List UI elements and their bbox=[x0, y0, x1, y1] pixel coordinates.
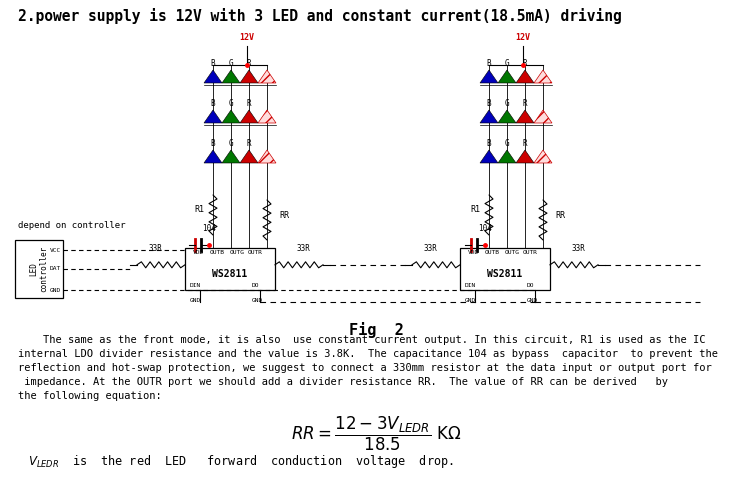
Text: 33R: 33R bbox=[148, 244, 162, 253]
Polygon shape bbox=[222, 110, 240, 123]
Text: B: B bbox=[486, 99, 491, 108]
Polygon shape bbox=[240, 150, 258, 163]
Text: 33R: 33R bbox=[571, 244, 585, 253]
Text: 12V: 12V bbox=[516, 33, 531, 42]
Text: The same as the front mode, it is also  use constant current output. In this cir: The same as the front mode, it is also u… bbox=[18, 335, 706, 345]
Polygon shape bbox=[498, 110, 516, 123]
Text: 33R: 33R bbox=[296, 244, 310, 253]
Text: GND: GND bbox=[252, 298, 264, 303]
Polygon shape bbox=[480, 70, 498, 83]
Polygon shape bbox=[516, 110, 534, 123]
Text: GND: GND bbox=[190, 298, 201, 303]
Polygon shape bbox=[258, 70, 276, 83]
Text: 12V: 12V bbox=[239, 33, 255, 42]
Text: G: G bbox=[505, 139, 509, 148]
Text: G: G bbox=[229, 59, 233, 68]
Text: VDD: VDD bbox=[468, 250, 479, 255]
Polygon shape bbox=[516, 150, 534, 163]
Text: OUTG: OUTG bbox=[230, 250, 245, 255]
Text: R1: R1 bbox=[470, 206, 480, 215]
Text: DO: DO bbox=[527, 283, 535, 288]
Text: VDD: VDD bbox=[193, 250, 204, 255]
Text: $V_{LEDR}$  is  the red  LED   forward  conduction  voltage  drop.: $V_{LEDR}$ is the red LED forward conduc… bbox=[28, 453, 453, 470]
Text: Fig  2: Fig 2 bbox=[349, 322, 404, 338]
Text: R: R bbox=[247, 99, 252, 108]
Text: DIN: DIN bbox=[190, 283, 201, 288]
Bar bbox=[15, 240, 63, 298]
Text: DO: DO bbox=[252, 283, 260, 288]
Text: VCC: VCC bbox=[50, 247, 61, 253]
Text: RR: RR bbox=[555, 211, 565, 220]
Text: G: G bbox=[505, 59, 509, 68]
Text: 2.power supply is 12V with 3 LED and constant current(18.5mA) driving: 2.power supply is 12V with 3 LED and con… bbox=[18, 8, 622, 24]
Text: 33R: 33R bbox=[423, 244, 437, 253]
Polygon shape bbox=[480, 150, 498, 163]
Text: G: G bbox=[229, 99, 233, 108]
Text: G: G bbox=[505, 99, 509, 108]
Text: OUTG: OUTG bbox=[505, 250, 520, 255]
Text: depend on controller: depend on controller bbox=[18, 221, 126, 229]
Text: $RR = \dfrac{12 - 3V_{LEDR}}{18.5}\ \mathrm{K\Omega}$: $RR = \dfrac{12 - 3V_{LEDR}}{18.5}\ \mat… bbox=[291, 415, 462, 453]
Text: R: R bbox=[247, 59, 252, 68]
Text: R: R bbox=[247, 139, 252, 148]
Text: B: B bbox=[486, 59, 491, 68]
Text: G: G bbox=[229, 139, 233, 148]
Bar bbox=[185, 248, 275, 290]
Polygon shape bbox=[498, 150, 516, 163]
Polygon shape bbox=[534, 150, 552, 163]
Polygon shape bbox=[258, 110, 276, 123]
Polygon shape bbox=[204, 70, 222, 83]
Polygon shape bbox=[240, 110, 258, 123]
Polygon shape bbox=[534, 70, 552, 83]
Text: GND: GND bbox=[465, 298, 476, 303]
Text: R: R bbox=[523, 99, 527, 108]
Text: R: R bbox=[523, 139, 527, 148]
Bar bbox=[460, 248, 550, 290]
Text: GND: GND bbox=[527, 298, 538, 303]
Text: DAT: DAT bbox=[50, 267, 61, 272]
Text: R: R bbox=[523, 59, 527, 68]
Text: DIN: DIN bbox=[465, 283, 476, 288]
Text: OUTR: OUTR bbox=[248, 250, 263, 255]
Text: 104: 104 bbox=[478, 224, 492, 233]
Text: WS2811: WS2811 bbox=[212, 269, 248, 279]
Polygon shape bbox=[222, 150, 240, 163]
Text: 104: 104 bbox=[202, 224, 216, 233]
Text: B: B bbox=[211, 99, 215, 108]
Polygon shape bbox=[258, 150, 276, 163]
Polygon shape bbox=[498, 70, 516, 83]
Text: LED
controller: LED controller bbox=[29, 246, 49, 292]
Polygon shape bbox=[534, 110, 552, 123]
Text: B: B bbox=[486, 139, 491, 148]
Polygon shape bbox=[222, 70, 240, 83]
Polygon shape bbox=[516, 70, 534, 83]
Text: GND: GND bbox=[50, 287, 61, 292]
Text: WS2811: WS2811 bbox=[487, 269, 523, 279]
Text: reflection and hot-swap protection, we suggest to connect a 330mm resistor at th: reflection and hot-swap protection, we s… bbox=[18, 363, 712, 373]
Text: OUTR: OUTR bbox=[523, 250, 538, 255]
Polygon shape bbox=[204, 150, 222, 163]
Text: impedance. At the OUTR port we should add a divider resistance RR.  The value of: impedance. At the OUTR port we should ad… bbox=[18, 377, 668, 387]
Text: internal LDO divider resistance and the value is 3.8K.  The capacitance 104 as b: internal LDO divider resistance and the … bbox=[18, 349, 718, 359]
Polygon shape bbox=[204, 110, 222, 123]
Text: B: B bbox=[211, 59, 215, 68]
Text: OUTB: OUTB bbox=[485, 250, 500, 255]
Text: RR: RR bbox=[279, 211, 289, 220]
Text: R1: R1 bbox=[194, 206, 204, 215]
Text: OUTB: OUTB bbox=[210, 250, 225, 255]
Text: the following equation:: the following equation: bbox=[18, 391, 162, 401]
Polygon shape bbox=[240, 70, 258, 83]
Polygon shape bbox=[480, 110, 498, 123]
Text: B: B bbox=[211, 139, 215, 148]
